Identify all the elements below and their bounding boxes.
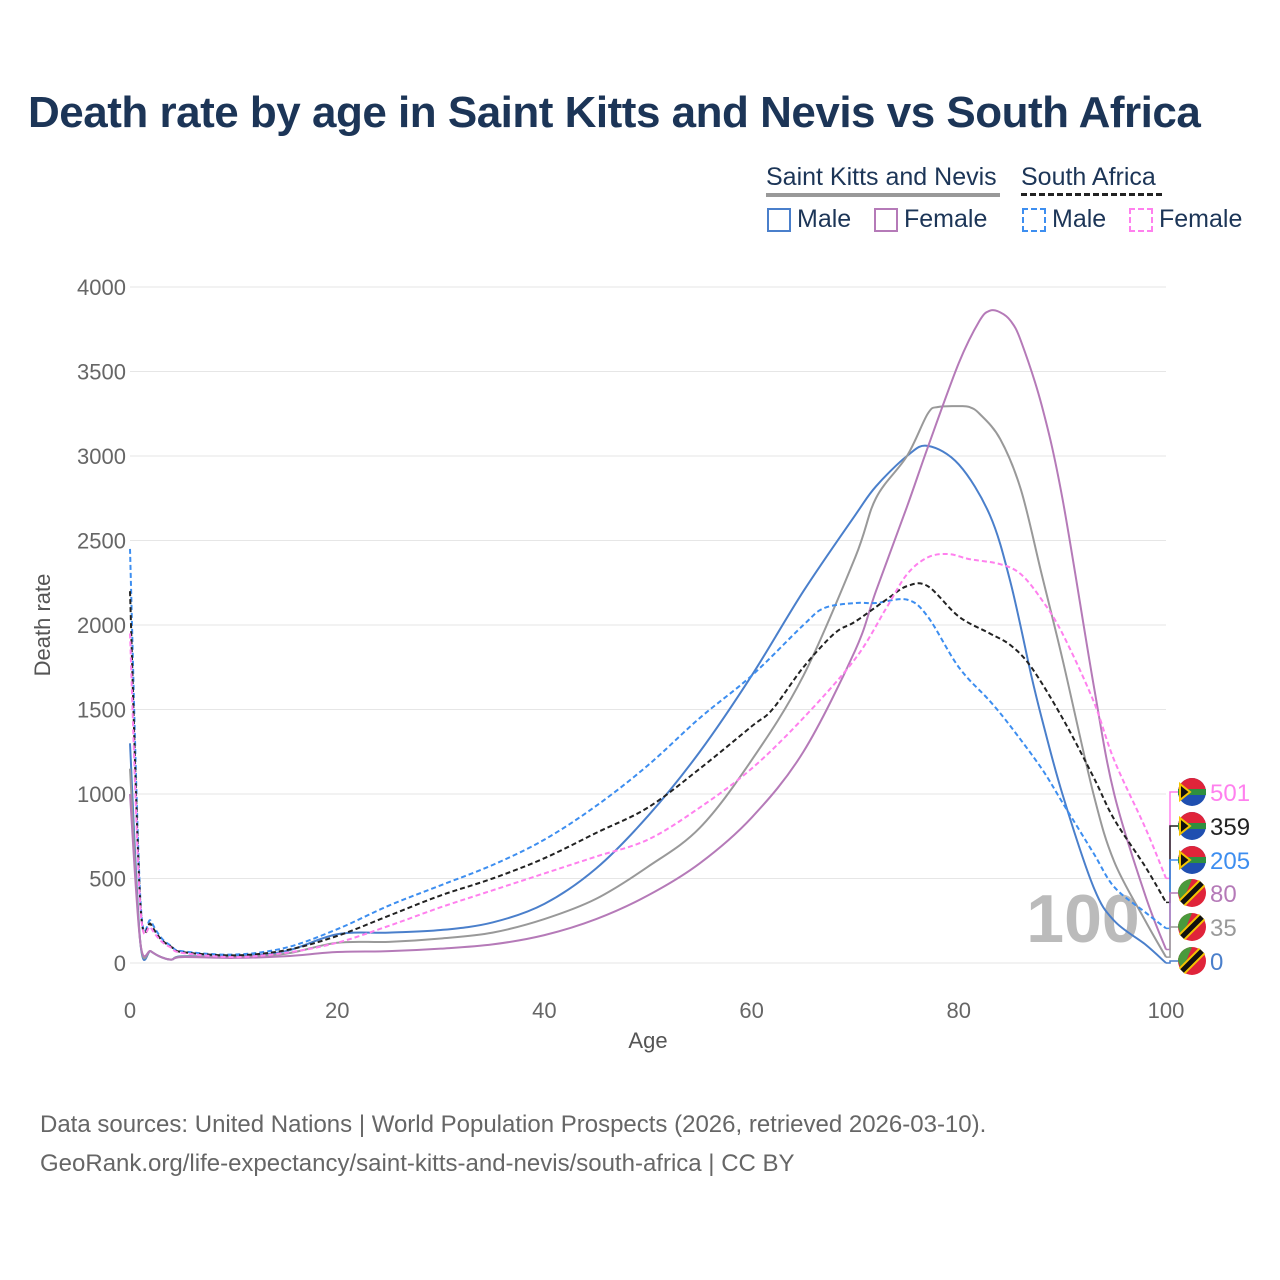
- series-line-saint-kitts-and-nevis-total: [129, 405, 1167, 961]
- series-line-south-africa-total: [129, 582, 1167, 957]
- series-line-south-africa-female: [129, 552, 1167, 959]
- watermark-age: 100: [1026, 881, 1139, 957]
- legend-skn-male[interactable]: Male: [797, 205, 852, 233]
- y-tick-label: 3000: [77, 444, 126, 469]
- y-tick-label: 1000: [77, 782, 126, 807]
- end-label-connector: [1166, 926, 1178, 958]
- south-africa-flag-icon: [1178, 846, 1206, 874]
- legend-line-south-africa: [1021, 193, 1162, 196]
- y-tick-label: 0: [114, 951, 126, 976]
- x-tick-label: 40: [532, 998, 556, 1023]
- end-label-connector: [1166, 825, 1178, 904]
- x-axis-label: Age: [628, 1028, 667, 1053]
- legend-swatch-skn-male: [767, 208, 791, 232]
- south-africa-flag-icon: [1178, 812, 1206, 840]
- legend-swatch-skn-female: [874, 208, 898, 232]
- legend-skn-female[interactable]: Female: [904, 205, 988, 233]
- x-tick-label: 60: [739, 998, 763, 1023]
- end-value-label: 80: [1210, 881, 1237, 908]
- x-tick-label: 20: [325, 998, 349, 1023]
- footer: Data sources: United Nations | World Pop…: [40, 1105, 986, 1183]
- x-tick-label: 100: [1148, 998, 1185, 1023]
- y-axis-label: Death rate: [30, 574, 55, 677]
- saint-kitts-and-nevis-flag-icon: [1178, 879, 1206, 907]
- legend-swatch-sa-female: [1129, 208, 1153, 232]
- series-line-saint-kitts-and-nevis-female: [129, 309, 1167, 961]
- y-tick-label: 1500: [77, 698, 126, 723]
- y-tick-label: 2500: [77, 529, 126, 554]
- end-value-label: 35: [1210, 915, 1237, 942]
- end-label-connector: [1166, 791, 1178, 880]
- chart-title: Death rate by age in Saint Kitts and Nev…: [28, 88, 1201, 137]
- saint-kitts-and-nevis-flag-icon: [1178, 913, 1206, 941]
- end-label-connector: [1166, 960, 1178, 964]
- legend-swatch-sa-male: [1022, 208, 1046, 232]
- y-tick-label: 3500: [77, 360, 126, 385]
- legend-sa-female[interactable]: Female: [1159, 205, 1243, 233]
- series-line-south-africa-male: [129, 548, 1167, 956]
- legend-group-south-africa: South Africa: [1021, 163, 1156, 191]
- end-value-label: 359: [1210, 814, 1250, 841]
- series-line-saint-kitts-and-nevis-male: [129, 444, 1167, 964]
- end-value-label: 205: [1210, 848, 1250, 875]
- source-link[interactable]: GeoRank.org/life-expectancy/saint-kitts-…: [40, 1150, 795, 1177]
- y-tick-label: 4000: [77, 275, 126, 300]
- south-africa-flag-icon: [1178, 778, 1206, 806]
- x-tick-label: 0: [124, 998, 136, 1023]
- legend-line-saint-kitts: [766, 193, 1000, 197]
- end-value-label: 501: [1210, 780, 1250, 807]
- end-value-label: 0: [1210, 949, 1223, 976]
- source-note: Data sources: United Nations | World Pop…: [40, 1111, 987, 1138]
- y-tick-label: 2000: [77, 613, 126, 638]
- legend-sa-male[interactable]: Male: [1052, 205, 1107, 233]
- y-tick-label: 500: [89, 867, 126, 892]
- legend-group-saint-kitts: Saint Kitts and Nevis: [766, 163, 997, 191]
- x-tick-label: 80: [947, 998, 971, 1023]
- end-label-connector: [1166, 859, 1178, 930]
- saint-kitts-and-nevis-flag-icon: [1178, 947, 1206, 975]
- end-label-connector: [1166, 892, 1178, 951]
